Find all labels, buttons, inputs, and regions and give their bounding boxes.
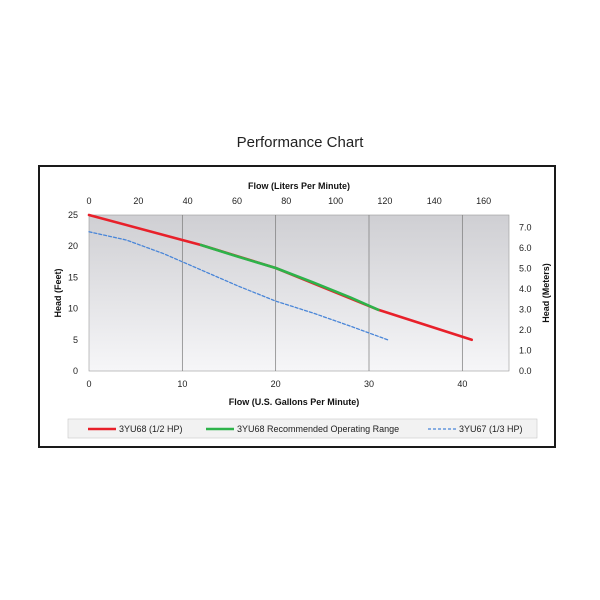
- y-tick-label: 25: [68, 210, 78, 220]
- y-tick-label: 15: [68, 272, 78, 282]
- chart-title: Performance Chart: [236, 134, 364, 151]
- chart-frame: 0 10 20 30 40 0 5 10 15 20 25 0 20 40 60 80 100 120 140 160…: [38, 165, 556, 448]
- plot-area: [88, 214, 510, 372]
- legend-label-3yu67: 3YU67 (1/3 HP): [459, 424, 523, 434]
- series-line-2: [88, 231, 389, 341]
- y-tick-label: 20: [68, 241, 78, 251]
- legend-label-3yu68: 3YU68 (1/2 HP): [119, 424, 183, 434]
- y2-tick-label: 7.0: [519, 223, 532, 233]
- x-tick-label: 20: [271, 379, 281, 389]
- legend-label-operating-range: 3YU68 Recommended Operating Range: [237, 424, 399, 434]
- performance-chart: 0 10 20 30 40 0 5 10 15 20 25 0 20 40 60 80 100 120 140 160…: [53, 181, 551, 439]
- x-tick-label: 10: [177, 379, 187, 389]
- y-axis-title: Head (Feet): [53, 268, 63, 317]
- x2-tick-label: 120: [377, 196, 392, 206]
- x2-tick-label: 160: [476, 196, 491, 206]
- y2-tick-label: 1.0: [519, 346, 532, 356]
- x-tick-label: 0: [86, 379, 91, 389]
- y-tick-label: 5: [73, 335, 78, 345]
- x-tick-label: 30: [364, 379, 374, 389]
- x2-tick-label: 20: [133, 196, 143, 206]
- y2-tick-label: 4.0: [519, 284, 532, 294]
- legend: 3YU68 (1/2 HP) 3YU68 Recommended Operati…: [67, 418, 538, 439]
- x2-tick-label: 80: [281, 196, 291, 206]
- x-axis-title: Flow (U.S. Gallons Per Minute): [229, 397, 360, 407]
- y2-tick-label: 2.0: [519, 325, 532, 335]
- y-tick-label: 10: [68, 304, 78, 314]
- y2-tick-label: 6.0: [519, 243, 532, 253]
- series-line-1: [199, 243, 380, 312]
- x-tick-label: 40: [457, 379, 467, 389]
- x2-tick-label: 40: [183, 196, 193, 206]
- y2-tick-label: 3.0: [519, 305, 532, 315]
- x2-tick-label: 60: [232, 196, 242, 206]
- y2-axis-title: Head (Meters): [541, 263, 551, 323]
- legend-box: [67, 418, 538, 439]
- y2-tick-label: 5.0: [519, 264, 532, 274]
- x2-tick-label: 0: [86, 196, 91, 206]
- x2-tick-label: 100: [328, 196, 343, 206]
- x2-axis-title: Flow (Liters Per Minute): [248, 181, 350, 191]
- x2-tick-label: 140: [427, 196, 442, 206]
- y-tick-label: 0: [73, 366, 78, 376]
- y2-tick-label: 0.0: [519, 366, 532, 376]
